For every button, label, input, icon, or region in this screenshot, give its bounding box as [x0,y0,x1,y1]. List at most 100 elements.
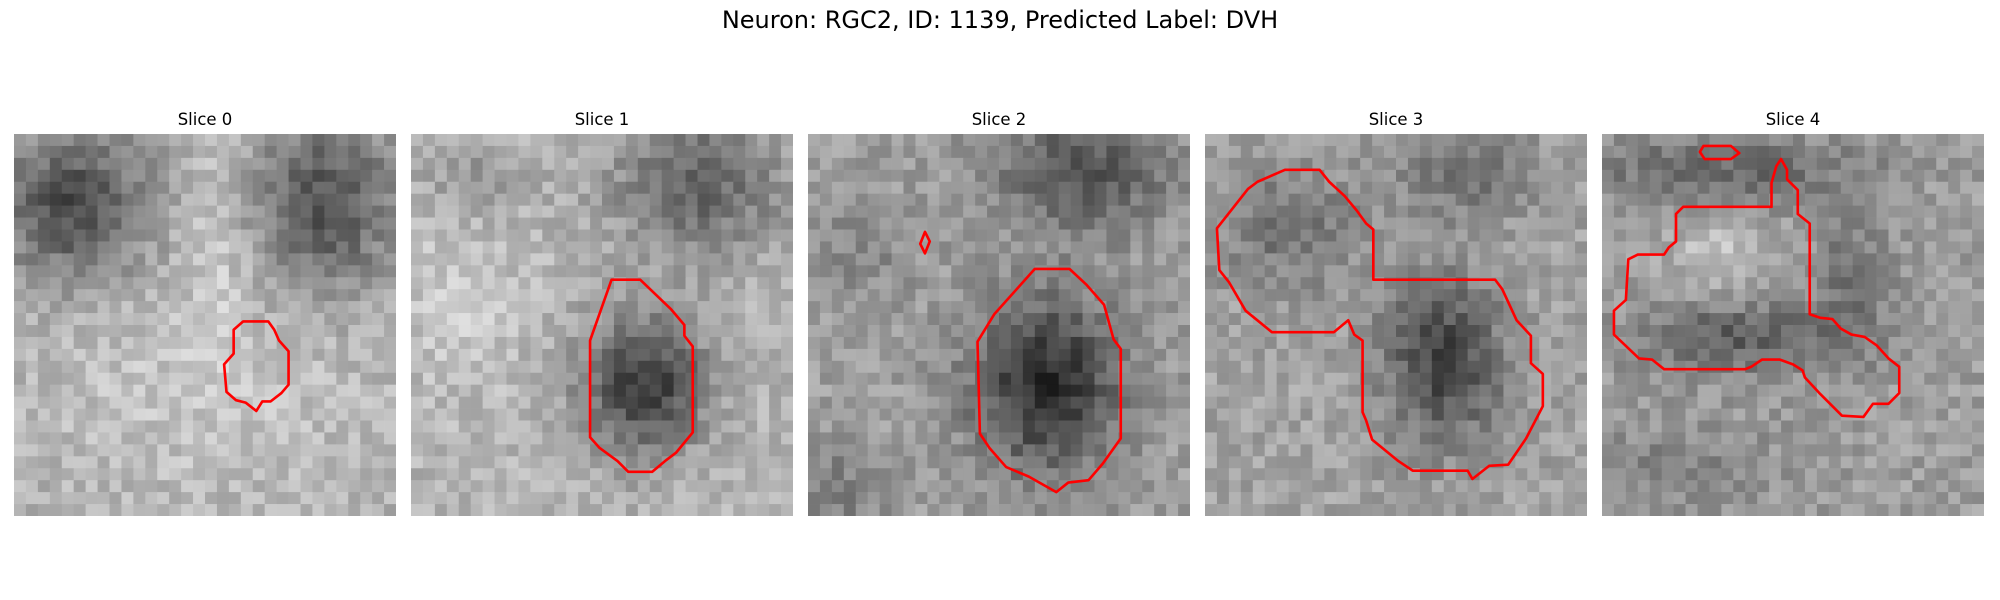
image-pixel [987,134,1000,147]
image-pixel [133,217,146,230]
image-pixel [733,456,746,469]
image-pixel [1781,444,1794,457]
image-pixel [1515,205,1528,218]
image-pixel [819,277,833,290]
image-pixel [205,444,218,457]
image-pixel [1551,348,1564,362]
image-pixel [73,181,86,195]
image-pixel [14,480,27,493]
image-pixel [1455,420,1468,433]
image-pixel [808,444,821,457]
image-pixel [1205,253,1218,266]
image-pixel [1443,145,1457,159]
image-pixel [879,444,892,457]
image-pixel [1288,384,1301,397]
image-pixel [300,134,313,147]
image-pixel [1563,504,1576,516]
image-pixel [1288,277,1301,290]
image-pixel [360,432,373,445]
image-pixel [1130,456,1143,469]
image-pixel [49,468,63,481]
image-pixel [1082,241,1095,254]
image-pixel [1240,444,1254,457]
image-pixel [360,336,373,350]
image-pixel [1348,408,1361,421]
image-pixel [1407,396,1421,409]
image-pixel [25,336,39,350]
image-pixel [181,480,194,493]
image-pixel [1649,408,1663,421]
image-pixel [506,480,519,493]
image-pixel [145,360,158,374]
image-pixel [843,384,857,397]
image-pixel [1972,217,1984,230]
image-pixel [446,408,460,421]
image-pixel [819,301,833,314]
image-pixel [1936,444,1949,457]
image-pixel [661,181,674,195]
image-pixel [133,134,146,147]
image-pixel [745,468,758,481]
image-pixel [1384,145,1397,159]
image-pixel [422,360,436,374]
image-pixel [1058,241,1071,254]
image-pixel [745,348,758,362]
image-pixel [578,396,591,409]
image-pixel [446,301,460,314]
image-pixel [37,205,51,218]
image-pixel [1240,432,1254,445]
image-pixel [1252,456,1266,469]
image-pixel [697,193,710,206]
image-pixel [1816,157,1830,171]
image-pixel [1948,205,1961,218]
image-pixel [1178,468,1190,481]
image-pixel [252,468,266,481]
image-pixel [673,229,686,242]
image-pixel [819,193,833,206]
image-pixel [73,325,86,338]
image-pixel [458,396,472,409]
image-pixel [1625,277,1639,290]
image-pixel [458,492,472,505]
image-pixel [1396,253,1409,266]
image-pixel [181,313,194,326]
image-pixel [1575,360,1587,374]
image-pixel [276,504,289,516]
image-pixel [915,408,928,421]
image-pixel [831,313,845,326]
image-pixel [61,301,75,314]
image-pixel [1142,205,1155,218]
image-pixel [1205,325,1218,338]
image-pixel [721,157,734,171]
image-pixel [169,420,182,433]
image-pixel [1216,157,1230,171]
image-pixel [1336,217,1349,230]
image-pixel [336,468,349,481]
image-pixel [951,277,964,290]
image-pixel [1336,229,1349,242]
image-pixel [1130,325,1143,338]
image-pixel [1467,193,1480,206]
image-pixel [1745,134,1758,147]
image-pixel [566,480,579,493]
image-pixel [1479,408,1492,421]
image-pixel [1264,181,1277,195]
image-pixel [1384,384,1397,397]
image-pixel [205,396,218,409]
image-pixel [1154,241,1167,254]
image-pixel [422,408,436,421]
image-pixel [1348,360,1361,374]
image-pixel [49,396,63,409]
image-pixel [506,301,519,314]
image-pixel [1491,241,1504,254]
image-pixel [1142,396,1155,409]
image-pixel [372,444,385,457]
image-pixel [855,169,869,183]
image-pixel [1637,456,1651,469]
image-pixel [1276,157,1289,171]
image-pixel [1154,301,1167,314]
image-pixel [411,432,424,445]
image-pixel [1216,134,1230,147]
image-pixel [1300,396,1313,409]
image-pixel [411,169,424,183]
